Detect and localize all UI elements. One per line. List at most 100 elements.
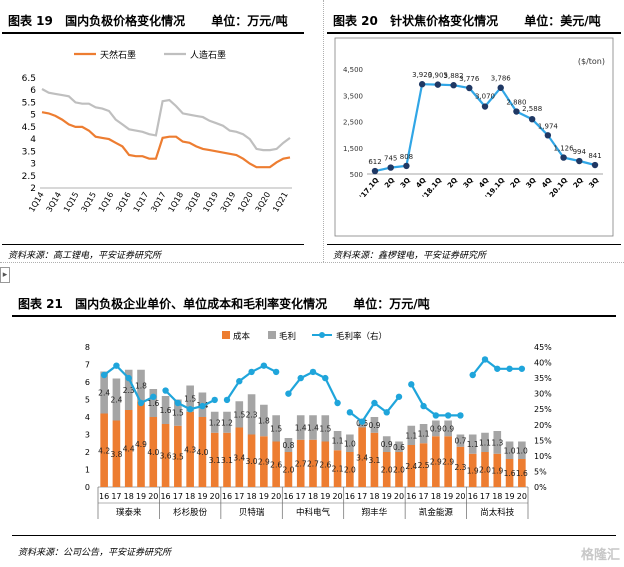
x-tick-label: 18 [308, 492, 318, 501]
figure-20-heading: 针状焦价格变化情况 [390, 14, 499, 28]
x-tick-label: 1Q17 [132, 191, 151, 214]
x-tick-label: 19 [504, 492, 514, 501]
margin-rate-point [223, 396, 231, 404]
cost-bar [505, 459, 514, 487]
cost-label: 2.0 [381, 466, 393, 475]
cost-bar [149, 417, 158, 487]
margin-rate-point [432, 412, 440, 419]
margin-bar [468, 434, 477, 454]
series-line [41, 88, 291, 152]
data-label: 745 [384, 155, 397, 163]
needle-coke-price-chart: 500 1,500 2,500 3,500 4,500 ($/ton) 612 745 808 3… [334, 37, 614, 237]
margin-rate-point [481, 356, 489, 363]
margin-label: 1.0 [516, 446, 528, 455]
margin-label: 1.8 [135, 382, 147, 391]
x-tick-label: 3Q15 [79, 191, 98, 214]
margin-rate-point [297, 374, 304, 382]
x-tick-label: 20 [210, 492, 220, 501]
margin-rate-point [371, 399, 378, 407]
x-tick-label: 17 [418, 492, 428, 501]
x-tick-label: 16 [222, 492, 232, 501]
figure-21-label: 图表 21 [18, 297, 63, 311]
cost-label: 4.3 [184, 445, 196, 454]
margin-rate-point [506, 365, 513, 372]
margin-label: 1.0 [344, 439, 356, 448]
margin-bar [518, 441, 526, 459]
cost-bar [100, 413, 108, 487]
figure-19-title: 图表 19 国内负极价格变化情况 单位：万元/吨 [2, 10, 304, 34]
cost-bar [112, 420, 121, 487]
x-tick-label: 17 [357, 492, 367, 501]
margin-label: 1.4 [295, 424, 307, 433]
x-tick-label: 4Q [415, 176, 428, 189]
data-point [528, 115, 536, 123]
margin-label: 1.5 [270, 424, 282, 433]
margin-bar [247, 394, 256, 435]
figure-19-source: 资料来源：高工锂电，平安证券研究所 [8, 251, 162, 261]
x-tick-label: 18 [246, 492, 256, 501]
cost-bar [272, 441, 280, 487]
cost-label: 2.5 [418, 461, 430, 470]
margin-label: 1.1 [479, 438, 491, 447]
margin-rate-point [150, 393, 157, 400]
data-point [403, 162, 410, 170]
margin-bar [382, 436, 391, 452]
margin-label: 1.5 [172, 409, 184, 418]
figure-20-unit: 单位：美元/吨 [524, 14, 601, 28]
cost-bar [198, 417, 207, 487]
x-tick-label: 18 [431, 492, 441, 501]
cost-label: 3.8 [110, 450, 122, 459]
x-tick-label: 16 [160, 492, 170, 501]
cost-label: 4.2 [98, 446, 110, 455]
y-tick-label: 6 [30, 86, 36, 96]
margin-label: 2.3 [246, 410, 258, 419]
margin-label: 1.4 [307, 424, 319, 433]
margin-label: 1.1 [467, 440, 479, 449]
cost-label: 1.9 [467, 466, 479, 475]
x-tick-label: 1Q20 [236, 191, 255, 214]
x-tick-label: 3Q [462, 176, 475, 189]
x-tick-label: 4Q [540, 176, 553, 189]
margin-rate-point [272, 368, 280, 376]
y-tick-label: 3 [30, 160, 36, 170]
cost-label: 2.9 [442, 458, 454, 467]
cost-bar [309, 439, 317, 487]
margin-bar [346, 434, 354, 452]
margin-label: 1.5 [184, 395, 196, 404]
y2-tick-label: 20% [534, 421, 552, 430]
x-tick-label: 16 [283, 492, 293, 501]
cost-label: 2.0 [344, 466, 356, 475]
margin-rate-point [260, 362, 268, 369]
cost-label: 2.0 [393, 466, 405, 475]
cost-label: 2.4 [405, 462, 417, 471]
margin-rate-line [287, 370, 339, 404]
y-tick-label: 2 [30, 184, 36, 194]
x-tick-label: 19 [382, 492, 392, 501]
y2-tick-label: 35% [534, 374, 552, 383]
margin-bar [493, 431, 502, 454]
margin-rate-point [518, 365, 526, 372]
x-tick-label: 3Q [399, 176, 412, 189]
margin-bar [370, 417, 379, 433]
cost-label: 3.1 [221, 456, 233, 465]
data-point [434, 81, 442, 88]
margin-rate-point [285, 390, 292, 397]
margin-label: 1.2 [209, 418, 221, 427]
y-tick-label: 5 [85, 396, 90, 405]
cost-label: 1.9 [491, 466, 503, 475]
margin-bar [235, 401, 244, 428]
cost-label: 2.0 [282, 466, 294, 475]
y-tick-label: 4 [85, 413, 90, 422]
x-tick-label: 19 [443, 492, 453, 501]
margin-label: 1.0 [504, 446, 516, 455]
margin-bar [284, 438, 293, 452]
figure-20: 图表 20 针状焦价格变化情况 单位：美元/吨 500 1,500 2,500 3,5… [327, 10, 621, 261]
margin-rate-point [137, 399, 145, 407]
cost-bar [174, 425, 182, 487]
margin-rate-point [174, 399, 182, 407]
cost-label: 3.6 [160, 452, 172, 461]
margin-rate-point [309, 368, 317, 376]
data-point [418, 81, 426, 88]
cost-label: 1.6 [504, 469, 516, 478]
expand-arrow-icon[interactable]: ▸ [0, 267, 10, 283]
